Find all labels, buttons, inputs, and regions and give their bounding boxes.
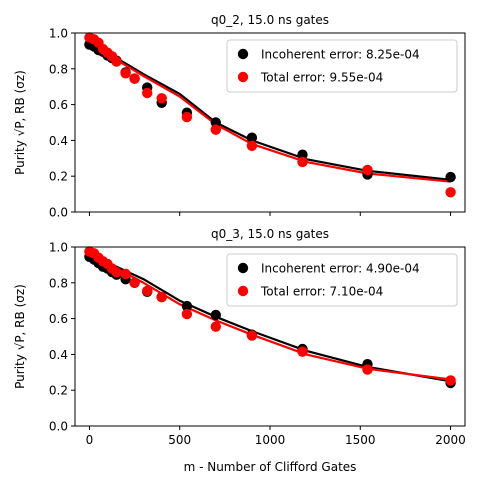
legend-marker-total xyxy=(237,285,249,297)
x-tick-label: 1500 xyxy=(345,433,376,447)
y-tick-label: 1.0 xyxy=(49,27,68,41)
data-point-incoherent xyxy=(181,300,193,312)
data-point-total xyxy=(297,346,308,357)
legend-label: Total error: 9.55e-04 xyxy=(260,71,383,85)
x-tick-label: 500 xyxy=(168,433,191,447)
y-tick-label: 0.8 xyxy=(49,276,68,290)
data-point-total xyxy=(445,187,456,198)
y-tick-label: 0.0 xyxy=(49,206,68,220)
legend-marker-incoherent xyxy=(237,48,249,60)
x-tick-label: 1000 xyxy=(255,433,286,447)
data-point-total xyxy=(210,321,221,332)
y-axis-label: Purity √P, RB (σz) xyxy=(13,284,27,389)
legend: Incoherent error: 4.90e-04 Total error: 7… xyxy=(226,253,458,307)
top-panel: q0_2, 15.0 ns gates 0.0 0.2 0.4 0.6 0.8 1.0 Pur… xyxy=(13,13,466,220)
data-point-total xyxy=(246,140,258,151)
y-tick-label: 0.6 xyxy=(49,312,68,326)
legend-label: Total error: 7.10e-04 xyxy=(260,285,383,299)
y-tick-label: 0.0 xyxy=(49,420,68,434)
legend-box xyxy=(226,39,458,93)
data-point-total xyxy=(181,111,193,123)
data-point-total xyxy=(210,124,221,135)
legend-label: Incoherent error: 8.25e-04 xyxy=(261,48,420,62)
y-tick-label: 0.2 xyxy=(49,170,68,184)
data-point-incoherent xyxy=(445,171,456,183)
data-point-total xyxy=(156,93,167,104)
data-point-total xyxy=(246,330,258,341)
data-point-incoherent xyxy=(210,309,221,321)
legend: Incoherent error: 8.25e-04 Total error: 9… xyxy=(226,39,458,93)
data-point-total xyxy=(129,73,140,84)
panel-title: q0_2, 15.0 ns gates xyxy=(211,13,329,27)
y-tick-label: 0.4 xyxy=(49,348,68,362)
legend-label: Incoherent error: 4.90e-04 xyxy=(261,262,420,276)
legend-marker-incoherent xyxy=(237,262,249,274)
legend-marker-total xyxy=(237,71,249,83)
axes-frame xyxy=(74,32,466,213)
data-point-incoherent xyxy=(246,132,258,143)
data-point-total xyxy=(120,268,131,280)
y-tick-label: 0.6 xyxy=(49,98,68,112)
legend-box xyxy=(226,253,458,307)
panel-title: q0_3, 15.0 ns gates xyxy=(211,227,329,241)
data-point-total xyxy=(142,285,153,297)
x-tick-label: 0 xyxy=(86,433,94,447)
y-axis-label: Purity √P, RB (σz) xyxy=(13,70,27,175)
y-tick-label: 1.0 xyxy=(49,241,68,255)
data-point-total xyxy=(156,291,167,303)
data-point-total xyxy=(111,56,122,67)
x-tick-label: 2000 xyxy=(435,433,466,447)
data-point-incoherent xyxy=(210,117,221,128)
data-point-total xyxy=(129,277,140,288)
data-point-total xyxy=(362,164,373,176)
axes-frame xyxy=(74,246,466,427)
data-point-total xyxy=(181,308,193,320)
data-point-incoherent xyxy=(297,149,308,160)
data-point-total xyxy=(111,266,122,278)
x-axis-label: m - Number of Clifford Gates xyxy=(184,460,357,474)
bottom-panel: q0_3, 15.0 ns gates 0.0 0.2 0.4 0.6 0.8 1.0 0 50… xyxy=(13,227,466,474)
data-point-total xyxy=(297,156,308,168)
y-tick-label: 0.8 xyxy=(49,62,68,76)
data-point-total xyxy=(445,375,456,386)
y-tick-label: 0.4 xyxy=(49,134,68,148)
data-point-total xyxy=(142,87,153,99)
data-point-total xyxy=(120,68,131,79)
y-tick-label: 0.2 xyxy=(49,384,68,398)
data-point-total xyxy=(362,364,373,375)
